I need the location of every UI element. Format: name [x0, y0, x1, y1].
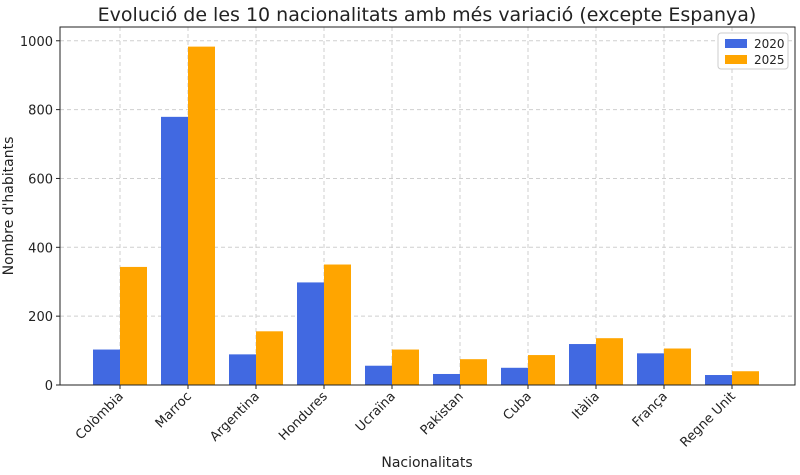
legend-swatch-2025 — [725, 55, 747, 64]
bar-2025-4 — [392, 349, 419, 385]
x-tick-label: Ucraïna — [353, 389, 399, 435]
x-tick-label: Itàlia — [570, 389, 603, 422]
bar-2025-6 — [528, 355, 555, 385]
x-tick-label: Argentina — [207, 389, 262, 444]
bar-2020-1 — [161, 116, 188, 385]
bar-2020-2 — [229, 354, 256, 385]
x-tick-label: Hondures — [276, 389, 331, 444]
y-tick-label: 800 — [28, 104, 53, 119]
x-axis-label: Nacionalitats — [381, 455, 472, 471]
legend-label-2020: 2020 — [754, 37, 785, 51]
bar-2020-6 — [501, 367, 528, 385]
x-tick-label: Pakistan — [418, 389, 467, 438]
x-tick-label: França — [630, 389, 671, 430]
y-tick-label: 1000 — [20, 35, 53, 50]
bar-2025-1 — [188, 46, 215, 385]
plot-frame — [59, 26, 796, 386]
bar-2025-8 — [664, 348, 691, 385]
bar-2025-3 — [324, 264, 351, 385]
bar-2025-7 — [596, 338, 623, 385]
y-tick-label: 600 — [28, 172, 53, 187]
bar-2025-5 — [460, 359, 487, 385]
x-tick-label: Regne Unit — [678, 389, 739, 450]
bar-2020-8 — [637, 353, 664, 385]
bar-2020-7 — [569, 344, 596, 385]
y-ticks: 0 200 400 600 800 1000 — [20, 35, 60, 394]
bar-2020-5 — [433, 373, 460, 385]
bar-2020-4 — [365, 365, 392, 385]
x-tick-label: Colòmbia — [73, 389, 127, 443]
y-tick-label: 400 — [28, 241, 53, 256]
y-tick-label: 0 — [45, 379, 53, 394]
axes-layer — [59, 26, 796, 386]
bars-layer — [93, 46, 759, 385]
bar-2020-3 — [297, 282, 324, 385]
x-tick-label: Cuba — [501, 389, 535, 423]
y-tick-label: 200 — [28, 310, 53, 325]
legend: 2020 2025 — [717, 32, 789, 70]
x-tick-label: Marroc — [153, 389, 195, 431]
y-axis-label: Nombre d'habitants — [1, 137, 17, 276]
bar-2020-0 — [93, 349, 120, 385]
legend-swatch-2020 — [725, 39, 747, 48]
bar-2025-2 — [256, 331, 283, 385]
bar-2020-9 — [705, 375, 732, 385]
x-ticks: Colòmbia Marroc Argentina Hondures Ucraïna Pa… — [73, 385, 739, 450]
legend-label-2025: 2025 — [754, 53, 785, 67]
bar-2025-9 — [732, 371, 759, 385]
chart-title: Evolució de les 10 nacionalitats amb més… — [98, 4, 757, 26]
bar-2025-0 — [120, 266, 147, 385]
